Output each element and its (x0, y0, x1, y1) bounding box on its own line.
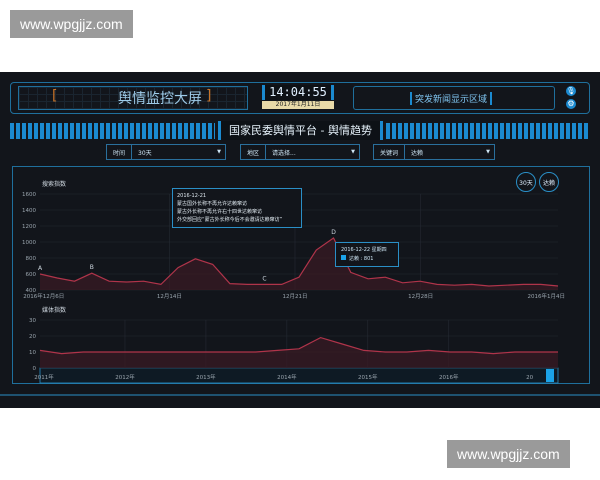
bracket-right: ] (206, 88, 212, 104)
annotation-line: 蒙古国外长称不再允许达赖窜访 (177, 201, 248, 207)
data-tooltip: 2016-12-22 星期四 达赖 : 801 (335, 242, 399, 267)
title-box (18, 86, 248, 110)
x-tick-label: 12月14日 (157, 293, 182, 300)
news-area-label: 突发新闻显示区域 (410, 92, 493, 105)
watermark: www.wpgjjz.com (447, 440, 570, 468)
x-tick-label: 12月28日 (408, 293, 433, 300)
banner-stripes-left (10, 123, 215, 139)
annotation-line: 蒙古外长称不再允许右十四世达赖窜访 (177, 209, 263, 215)
watermark: www.wpgjjz.com (10, 10, 133, 38)
x-tick-label: 12月21日 (282, 293, 307, 300)
event-annotation: 2016-12-21 蒙古国外长称不再允许达赖窜访 蒙古外长称不再允许右十四世达… (172, 188, 302, 228)
annotation-line: 外交部回应“蒙古外长称今后不会邀请达赖窜访” (177, 217, 283, 223)
keyword-button[interactable]: 达赖 (539, 172, 559, 192)
y-tick-label: 1200 (22, 224, 36, 230)
marker-label: D (331, 229, 336, 236)
header-frame (10, 82, 590, 114)
filter-value: 达赖 (411, 149, 424, 157)
series-line (39, 336, 558, 355)
microphone-icon[interactable]: 🎙 (566, 86, 576, 96)
slider-handle (546, 369, 554, 382)
caret-down-icon: ▼ (351, 149, 355, 155)
filter-label: 地区 (241, 145, 267, 159)
x-tick-label: 2012年 (115, 373, 135, 381)
clock: 14:04:55 (262, 85, 334, 100)
filter-value: 30天 (138, 149, 152, 157)
series-line (39, 237, 559, 287)
y-tick-label: 400 (26, 288, 37, 294)
tooltip-date: 2016-12-22 星期四 (341, 247, 387, 253)
x-tick-label: 2014年 (277, 373, 297, 381)
tooltip-value: 801 (363, 256, 374, 262)
caret-down-icon: ▼ (486, 149, 490, 155)
series-area (40, 337, 558, 368)
y-tick-label: 1400 (22, 208, 36, 214)
tooltip-series: 达赖 (349, 256, 360, 262)
y-tick-label: 10 (29, 350, 36, 356)
chart-title: 搜索指数 (42, 180, 66, 188)
x-tick-label: 20 (526, 375, 533, 381)
date-display: 2017年1月11日 (262, 101, 334, 109)
marker-label: A (38, 265, 43, 272)
period-button[interactable]: 30天 (516, 172, 536, 192)
series-swatch (341, 255, 346, 260)
y-tick-label: 600 (26, 272, 37, 278)
x-tick-label: 2013年 (196, 373, 216, 381)
marker-label: C (262, 275, 266, 282)
x-tick-label: 2016年 (439, 373, 459, 381)
filter-value: 请选择... (272, 149, 296, 157)
x-tick-label: 2015年 (358, 373, 378, 381)
bracket-left: [ (52, 88, 58, 104)
news-area: 突发新闻显示区域 (353, 86, 555, 110)
x-tick-label: 2016年12月6日 (23, 292, 64, 300)
y-tick-label: 20 (29, 334, 36, 340)
y-tick-label: 30 (29, 318, 36, 324)
y-tick-label: 800 (26, 256, 37, 262)
series-area (40, 238, 558, 290)
x-tick-label: 2011年 (34, 373, 54, 381)
filter-label: 时间 (107, 145, 133, 159)
chart-frame (12, 166, 590, 384)
region-filter[interactable]: 地区 请选择... ▼ (240, 144, 360, 160)
filter-label: 关键词 (374, 145, 406, 159)
annotation-date: 2016-12-21 (177, 193, 207, 199)
y-tick-label: 1000 (22, 240, 36, 246)
time-filter[interactable]: 时间 30天 ▼ (106, 144, 226, 160)
caret-down-icon: ▼ (217, 149, 221, 155)
y-tick-label: 1600 (22, 192, 36, 198)
banner-stripes-right (386, 123, 590, 139)
chart-title: 媒体指数 (42, 306, 66, 314)
dashboard-title: 舆情监控大屏 (118, 91, 202, 107)
y-tick-label: 0 (33, 366, 37, 372)
banner-title: 国家民委舆情平台 - 舆情趋势 (218, 121, 383, 140)
marker-label: B (90, 264, 94, 271)
x-tick-label: 2016年1月4日 (527, 292, 565, 300)
keyword-filter[interactable]: 关键词 达赖 ▼ (373, 144, 495, 160)
settings-icon[interactable]: ⚙ (566, 99, 576, 109)
